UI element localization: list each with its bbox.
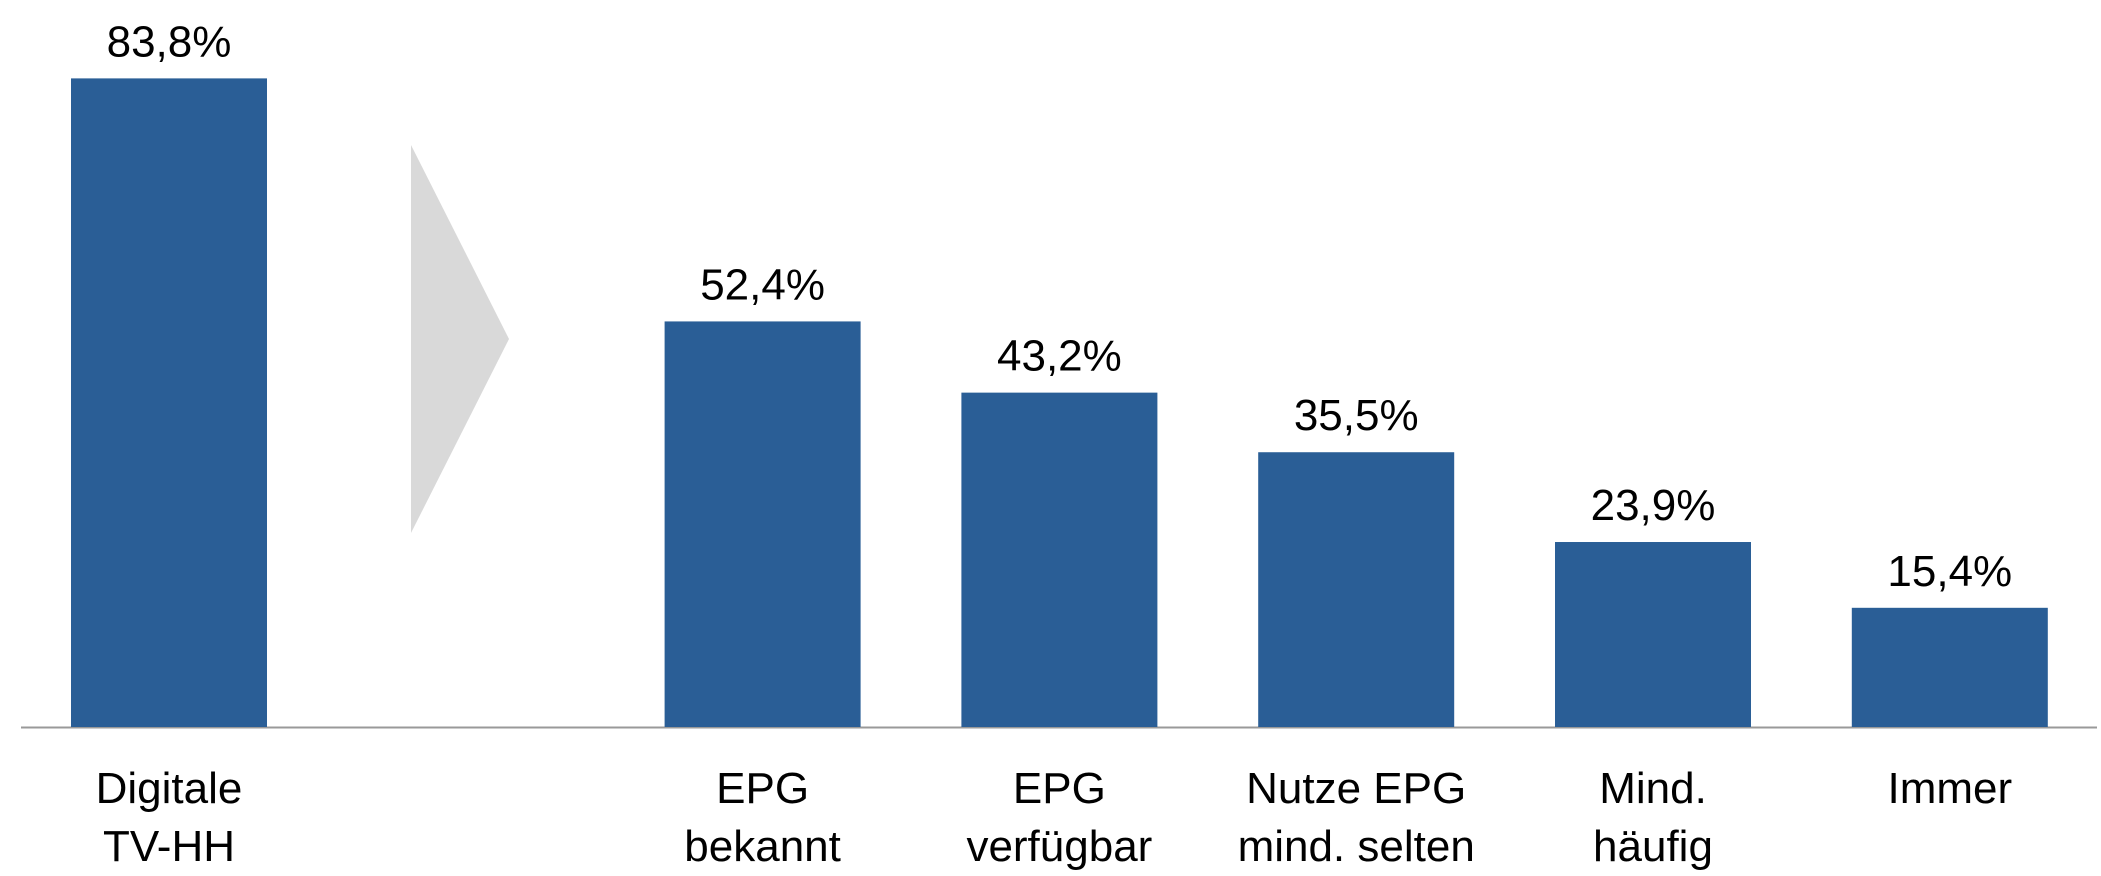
bar	[1258, 452, 1455, 727]
x-tick-label: EPG bekannt	[684, 764, 841, 871]
x-tick-label: Digitale TV-HH	[95, 764, 243, 871]
x-tick-label: Nutze EPG mind. selten	[1237, 764, 1475, 871]
arrow	[411, 145, 509, 533]
x-tick-label: EPG verfügbar	[966, 764, 1153, 871]
data-label: 83,8%	[107, 17, 232, 66]
bar	[1555, 542, 1751, 727]
data-label: 43,2%	[997, 332, 1122, 381]
data-label: 23,9%	[1591, 481, 1716, 530]
data-label: 35,5%	[1294, 391, 1419, 440]
bar	[961, 392, 1158, 727]
data-label: 52,4%	[700, 260, 825, 309]
bar	[1851, 607, 2048, 727]
bar	[664, 321, 861, 727]
x-tick-label: Immer	[1887, 764, 2013, 813]
bar	[71, 78, 267, 727]
data-label: 15,4%	[1887, 547, 2012, 596]
x-tick-label: Mind. häufig	[1593, 764, 1713, 871]
